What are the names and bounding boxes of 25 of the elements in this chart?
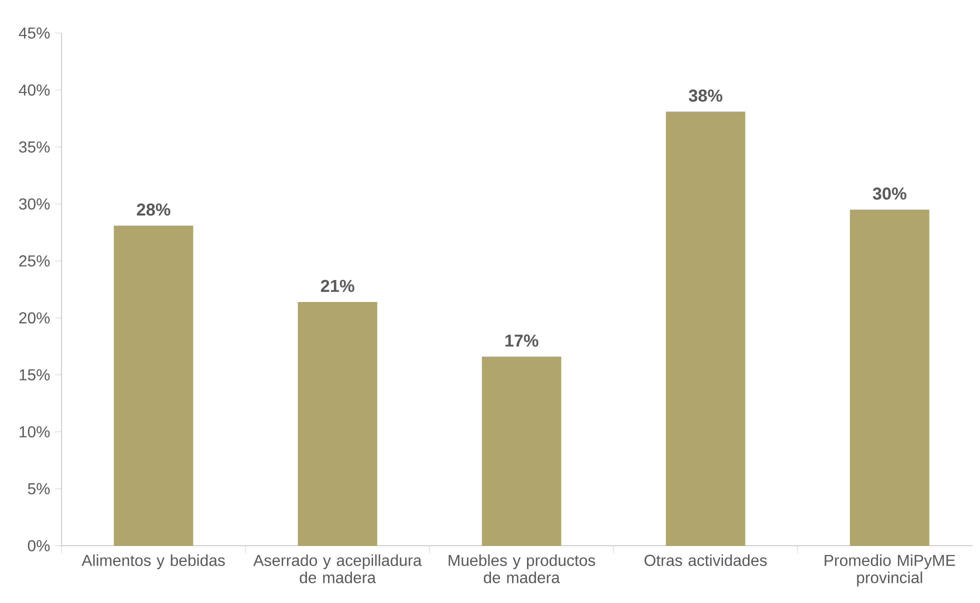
y-tick-label: 45% (18, 27, 50, 39)
bar (666, 112, 746, 546)
bar (114, 225, 194, 546)
y-tick-label: 15% (20, 369, 50, 380)
bar (850, 210, 930, 546)
y-tick-label: 20% (19, 312, 50, 324)
x-tick-label: Alimentos y bebidas (82, 554, 225, 570)
y-tick-label: 0% (28, 540, 50, 552)
y-tick-label: 5% (28, 483, 50, 494)
bar (482, 356, 562, 546)
data-label: 21% (320, 280, 354, 292)
x-tick-label: Otras actividades (644, 554, 767, 566)
data-label: 30% (872, 187, 906, 200)
bar (298, 302, 378, 546)
y-tick-label: 30% (19, 198, 50, 210)
y-tick-label: 25% (19, 255, 50, 266)
y-tick-label: 35% (19, 141, 50, 152)
data-label: 28% (136, 203, 170, 216)
data-label: 38% (688, 89, 722, 102)
x-tick-label: Muebles y productos de madera (448, 554, 596, 584)
y-tick-label: 10% (20, 426, 50, 438)
x-tick-label: Aserrado y acepilladura de madera (253, 554, 422, 584)
data-label: 17% (505, 334, 538, 347)
x-tick-label: Promedio MiPyME provincial (824, 554, 956, 586)
y-tick-label: 40% (18, 84, 50, 96)
